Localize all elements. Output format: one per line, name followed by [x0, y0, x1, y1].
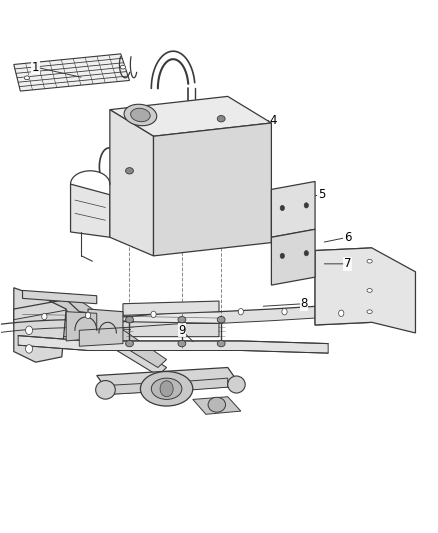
Ellipse shape	[208, 397, 226, 412]
Polygon shape	[272, 229, 315, 285]
Ellipse shape	[217, 317, 225, 323]
Ellipse shape	[24, 76, 29, 79]
Circle shape	[238, 309, 244, 315]
Polygon shape	[79, 328, 123, 346]
Text: 8: 8	[300, 297, 308, 310]
Polygon shape	[14, 300, 219, 328]
Circle shape	[160, 381, 173, 397]
Text: 4: 4	[270, 114, 277, 127]
Ellipse shape	[141, 372, 193, 406]
Ellipse shape	[126, 341, 134, 347]
Polygon shape	[14, 309, 219, 337]
Circle shape	[25, 326, 32, 335]
Ellipse shape	[178, 341, 186, 347]
Polygon shape	[315, 248, 416, 333]
Text: 9: 9	[178, 324, 186, 337]
Polygon shape	[97, 368, 241, 394]
Text: 6: 6	[344, 231, 352, 244]
Polygon shape	[193, 397, 241, 414]
Polygon shape	[22, 290, 97, 304]
Ellipse shape	[228, 376, 245, 393]
Circle shape	[42, 313, 47, 320]
Polygon shape	[219, 306, 416, 326]
Ellipse shape	[124, 104, 157, 126]
Polygon shape	[14, 288, 66, 362]
Polygon shape	[22, 293, 166, 375]
Text: 3: 3	[178, 114, 186, 127]
Text: 1: 1	[32, 61, 39, 74]
Ellipse shape	[151, 378, 182, 399]
Polygon shape	[66, 312, 97, 341]
Ellipse shape	[131, 108, 150, 122]
Circle shape	[151, 311, 156, 318]
Polygon shape	[272, 181, 315, 237]
Text: 7: 7	[344, 257, 352, 270]
Polygon shape	[315, 248, 372, 325]
Polygon shape	[71, 184, 110, 237]
Circle shape	[304, 203, 308, 208]
Text: 2: 2	[117, 161, 124, 175]
Polygon shape	[110, 96, 272, 136]
Ellipse shape	[367, 260, 372, 263]
Ellipse shape	[367, 288, 372, 292]
Ellipse shape	[120, 65, 126, 69]
Polygon shape	[110, 110, 153, 256]
Circle shape	[304, 251, 308, 256]
Circle shape	[85, 312, 91, 319]
Polygon shape	[171, 378, 228, 391]
Polygon shape	[18, 336, 328, 353]
Ellipse shape	[217, 116, 225, 122]
Polygon shape	[114, 382, 162, 394]
Polygon shape	[153, 123, 272, 256]
Circle shape	[339, 310, 344, 317]
Ellipse shape	[126, 317, 134, 323]
Polygon shape	[35, 293, 166, 368]
Circle shape	[282, 309, 287, 315]
Ellipse shape	[217, 341, 225, 347]
Ellipse shape	[95, 381, 115, 399]
Circle shape	[280, 253, 285, 259]
Ellipse shape	[178, 317, 186, 323]
Polygon shape	[123, 301, 219, 316]
Polygon shape	[88, 309, 123, 330]
Text: 5: 5	[318, 188, 325, 201]
Circle shape	[280, 205, 285, 211]
Ellipse shape	[367, 310, 372, 313]
Polygon shape	[14, 54, 130, 91]
Circle shape	[25, 345, 32, 353]
Ellipse shape	[126, 167, 134, 174]
